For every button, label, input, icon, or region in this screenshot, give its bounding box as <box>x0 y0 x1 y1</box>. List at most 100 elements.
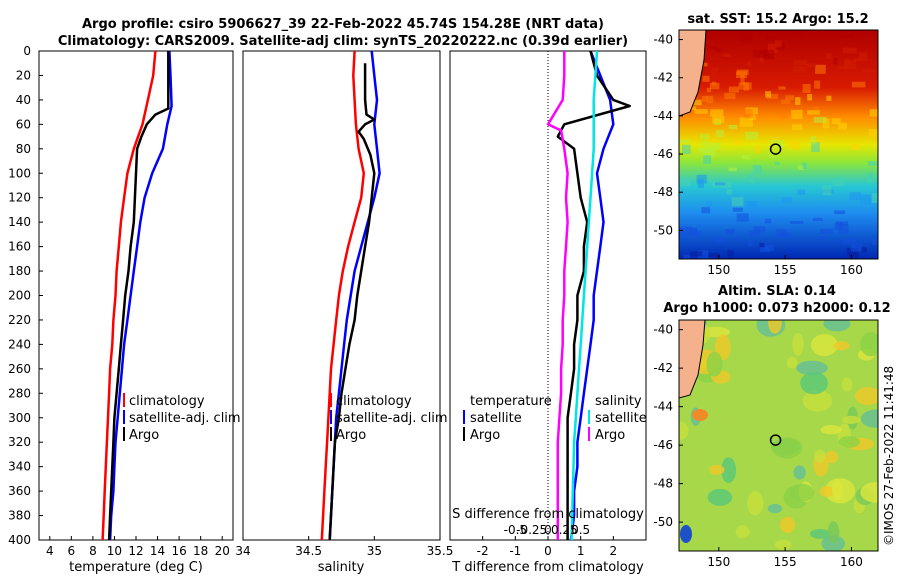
sla-anomaly-blob <box>708 464 725 475</box>
sla-anomaly-blob <box>823 320 851 332</box>
sst-texture <box>715 130 725 137</box>
sst-texture <box>759 54 764 63</box>
sla-anomaly-blob <box>860 332 878 357</box>
sla-anomaly-blob <box>707 488 733 506</box>
x-tick-label: 2 <box>610 544 618 558</box>
series-line-climatology <box>101 50 157 541</box>
sla-anomaly-blob <box>680 525 692 543</box>
sst-texture <box>765 91 771 98</box>
legend-t-satellite: satellite <box>470 411 522 426</box>
sst-texture <box>834 222 843 230</box>
sst-texture <box>733 141 743 145</box>
map-y-tick-label: -50 <box>653 223 673 237</box>
map-y-tick-label: -42 <box>653 71 673 85</box>
tasmania-land <box>679 30 707 117</box>
s-tick-label: 0.5 <box>571 523 590 537</box>
sst-texture <box>851 243 862 252</box>
temperature-axis-ticks: 4 6 8 10 12 14 16 18 20 <box>46 536 230 558</box>
salinity-legend: climatology satellite-adj. clim Argo <box>330 393 448 443</box>
depth-tick-label: 240 <box>8 337 31 351</box>
x-tick-label: 34.5 <box>295 544 322 558</box>
sla-anomaly-blob <box>827 521 840 544</box>
depth-axis-ticks: 0 20 40 60 80 100 120 140 160 180 200 220 240 260 280 3… <box>8 44 454 547</box>
sst-texture <box>806 63 817 68</box>
tasmania-land <box>679 320 706 399</box>
depth-tick-label: 380 <box>8 509 31 523</box>
series-line-satellite-adj-clim <box>108 50 173 541</box>
temperature-axes-box <box>38 50 234 541</box>
sst-texture <box>836 221 848 226</box>
map-x-tick-label: 150 <box>707 263 730 277</box>
sla-anomaly-blob <box>855 387 878 406</box>
legend-temperature-title: temperature <box>470 394 552 409</box>
sst-texture <box>793 60 808 66</box>
argo-float-marker <box>769 143 782 155</box>
sst-texture <box>768 43 778 53</box>
sst-texture <box>867 161 878 166</box>
sla-anomaly-blob <box>860 482 878 503</box>
sst-texture <box>708 46 718 50</box>
sst-texture <box>763 49 774 60</box>
sla-anomaly-blob <box>841 377 853 392</box>
sst-texture <box>749 173 754 183</box>
sst-texture <box>871 193 878 203</box>
map-y-tick-label: -40 <box>653 323 673 337</box>
sla-anomaly-blob <box>789 483 814 502</box>
sst-texture <box>731 197 744 207</box>
sst-texture <box>766 93 779 100</box>
sst-texture <box>801 162 807 169</box>
legend-argo: Argo <box>336 428 366 443</box>
sst-texture <box>814 80 821 89</box>
sst-texture <box>797 189 806 195</box>
sst-texture <box>841 239 856 244</box>
map-x-tick-label: 150 <box>707 555 730 569</box>
s-difference-axis-ticks: -0.5-0.250 0.250.5 <box>504 523 591 537</box>
figure-title-line2: Climatology: CARS2009. Satellite-adj cli… <box>58 34 628 49</box>
sst-texture <box>807 94 812 101</box>
sst-texture <box>728 167 738 172</box>
sst-texture <box>701 140 708 147</box>
sst-texture <box>793 31 802 36</box>
depth-tick-label: 140 <box>8 215 31 229</box>
sst-texture <box>707 142 721 150</box>
sla-anomaly-blob <box>793 465 806 480</box>
sla-anomaly-blob <box>692 409 708 421</box>
sst-texture <box>744 131 759 140</box>
salinity-axis-label: salinity <box>318 560 365 575</box>
sst-texture <box>711 81 717 86</box>
sst-texture <box>843 60 856 69</box>
x-tick-label: 18 <box>193 544 208 558</box>
sst-map-panel: sat. SST: 15.2 Argo: 15.2 150 155 160 -40 -4… <box>653 12 879 277</box>
sst-texture <box>736 110 749 114</box>
map-x-tick-label: 155 <box>774 555 797 569</box>
sst-texture <box>692 227 698 238</box>
sst-texture <box>746 201 758 208</box>
sst-texture <box>822 185 832 196</box>
sst-texture <box>765 36 775 40</box>
map-y-tick-label: -42 <box>653 361 673 375</box>
sst-texture <box>727 229 734 234</box>
depth-tick-label: 360 <box>8 484 31 498</box>
sst-texture <box>815 206 828 211</box>
depth-tick-label: 80 <box>16 142 31 156</box>
sst-texture <box>701 207 711 214</box>
sst-texture <box>819 228 834 235</box>
x-tick-label: 1 <box>577 544 585 558</box>
sst-texture <box>743 108 753 119</box>
s-tick-label: -0.25 <box>516 523 547 537</box>
sla-map-title-line2: Argo h1000: 0.073 h2000: 0.12 <box>663 301 890 316</box>
sla-anomaly-blob <box>747 491 764 516</box>
sst-texture <box>709 252 720 258</box>
sla-anomaly-blob <box>860 409 878 428</box>
sst-texture <box>759 242 765 248</box>
sst-texture <box>691 99 702 106</box>
depth-tick-label: 260 <box>8 362 31 376</box>
sst-texture <box>726 189 732 195</box>
sst-texture <box>813 106 819 110</box>
sst-texture <box>703 155 712 164</box>
t-difference-axis-ticks: -2 -1 0 1 2 <box>477 536 617 558</box>
sst-texture <box>680 178 690 187</box>
sst-texture <box>732 207 743 212</box>
s-tick-label: 0.25 <box>551 523 578 537</box>
sla-anomaly-blob <box>832 480 843 500</box>
